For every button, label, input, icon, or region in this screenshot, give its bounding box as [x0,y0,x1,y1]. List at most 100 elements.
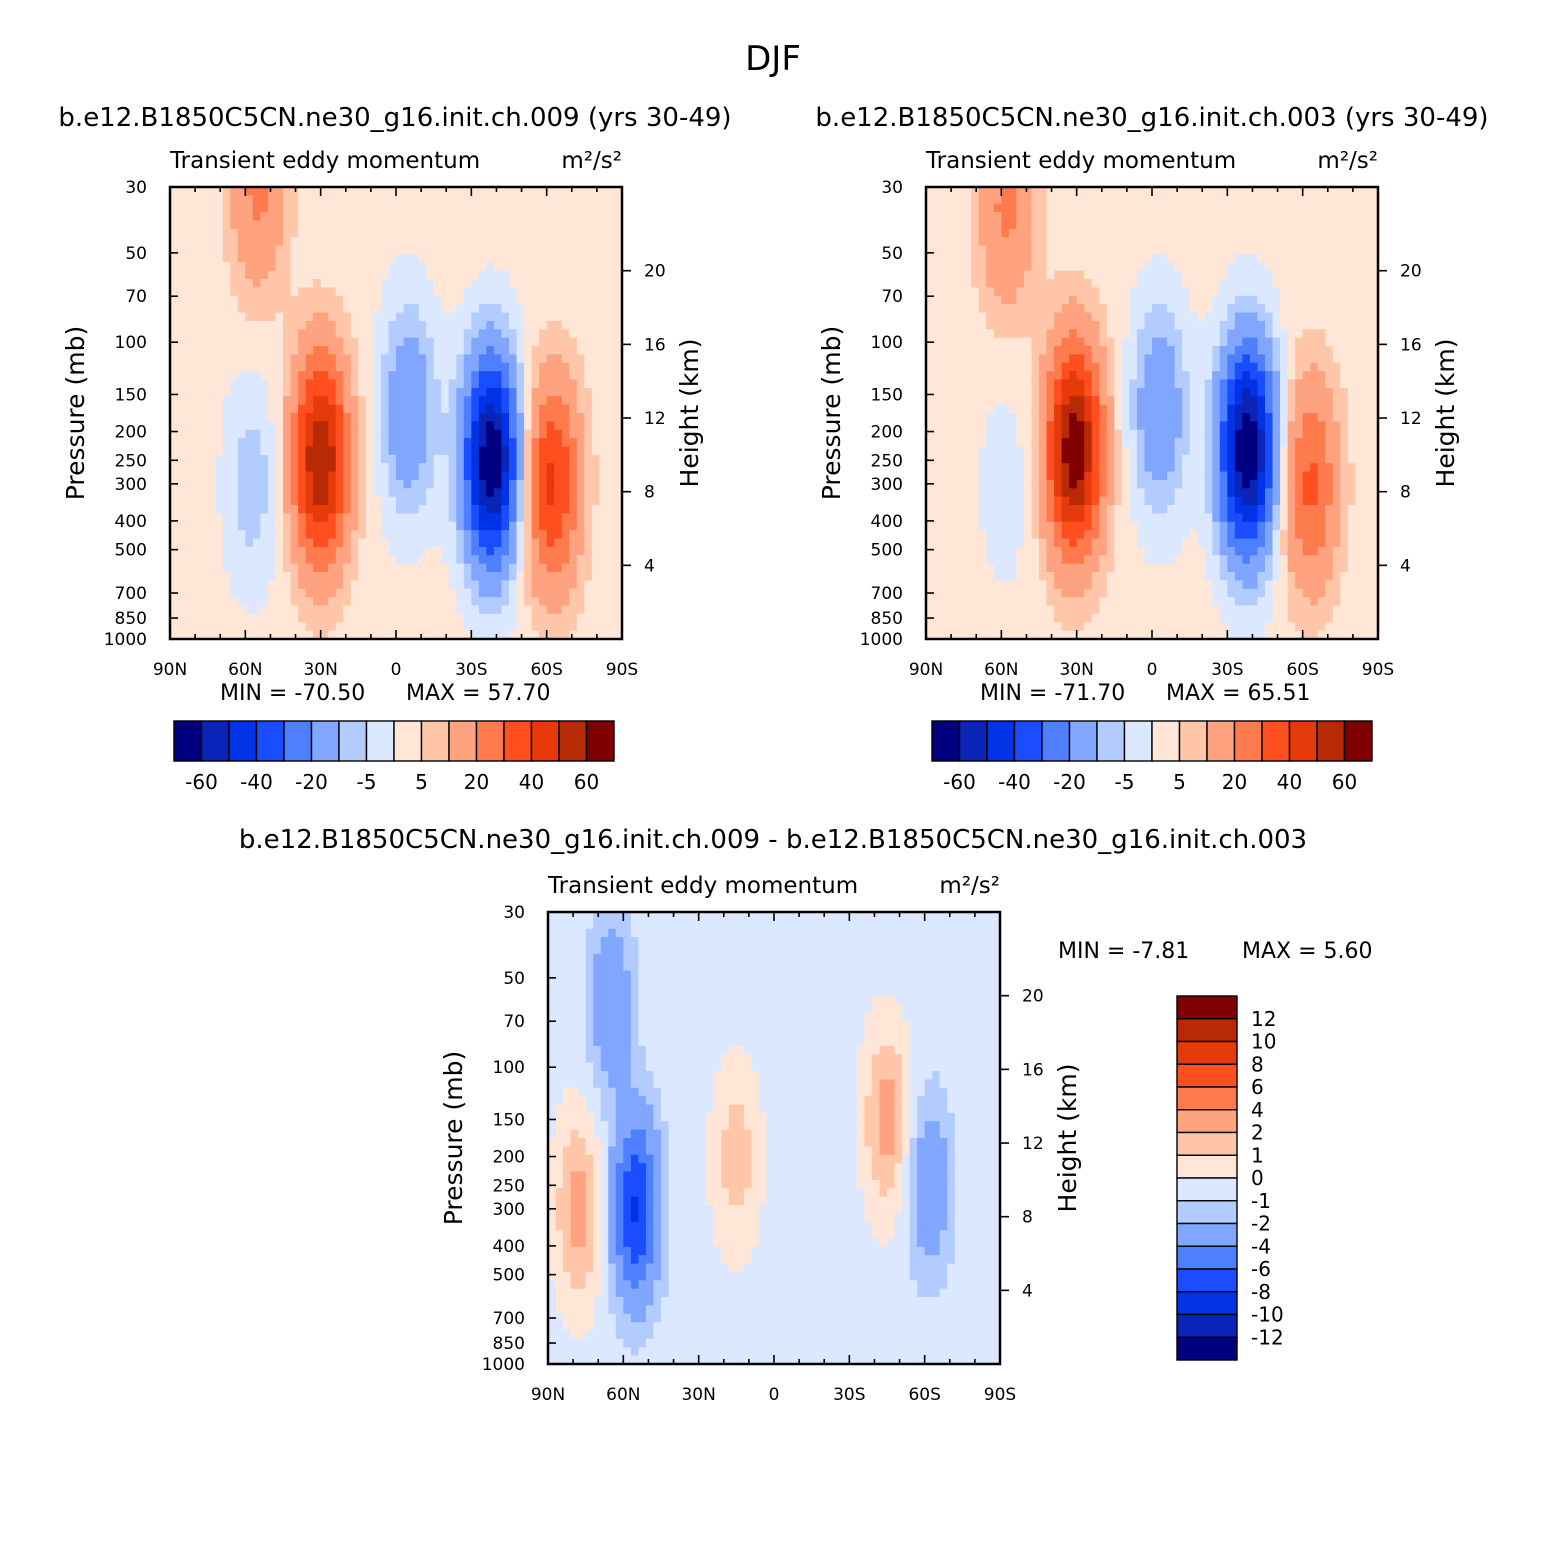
contour-cell [478,245,487,255]
contour-cell [1091,362,1100,372]
contour-cell [365,187,374,196]
contour-cell [448,203,457,213]
contour-cell [192,555,201,565]
contour-cell [426,630,435,640]
contour-cell [1317,295,1326,305]
contour-cell [569,597,578,607]
contour-cell [1347,362,1356,372]
contour-cell [1136,371,1146,381]
contour-cell [373,354,382,364]
contour-cell [1265,295,1274,305]
contour-cell [493,362,503,372]
contour-cell [463,320,472,330]
contour-cell [1099,337,1108,347]
contour-cell [1136,187,1146,196]
contour-cell [426,203,435,213]
contour-cell [1174,228,1183,238]
contour-cell [1287,279,1296,289]
contour-cell [1031,413,1040,422]
contour-cell [1280,245,1289,255]
contour-cell [546,488,555,498]
contour-cell [283,580,292,590]
contour-cell [411,438,420,448]
contour-cell [1204,312,1213,322]
contour-cell [531,463,540,473]
contour-cell [1106,387,1115,397]
contour-cell [335,320,344,330]
contour-cell [350,337,359,347]
contour-cell [1182,337,1191,347]
contour-cell [956,362,965,372]
contour-cell [252,580,261,590]
contour-cell [441,312,450,322]
contour-cell [1310,270,1319,280]
contour-cell [584,613,593,623]
contour-cell [358,496,367,506]
contour-cell [1310,304,1319,314]
contour-cell [569,463,578,473]
contour-cell [516,312,525,322]
contour-cell [418,496,427,506]
contour-cell [380,446,390,456]
contour-cell [1039,237,1048,247]
contour-cell [358,454,367,464]
contour-cell [365,429,374,439]
contour-cell [222,329,231,339]
contour-cell [441,304,450,314]
contour-cell [978,195,987,205]
contour-cell [1114,237,1123,247]
contour-cell [1167,404,1176,414]
contour-cell [1106,195,1115,205]
contour-cell [569,228,578,238]
contour-cell [260,613,269,623]
contour-cell [448,337,457,347]
contour-cell [426,212,435,222]
contour-cell [1227,362,1236,372]
contour-cell [1136,270,1146,280]
contour-cell [320,187,329,196]
contour-cell [358,287,367,297]
contour-cell [956,262,965,272]
contour-cell [561,563,570,573]
contour-cell [441,513,450,523]
contour-cell [365,203,374,213]
contour-cell [252,371,261,381]
contour-cell [245,253,254,263]
contour-cell [933,404,942,414]
contour-cell [185,337,194,347]
contour-cell [335,362,344,372]
contour-cell [358,488,367,498]
contour-cell [1031,320,1040,330]
contour-cell [569,613,578,623]
contour-cell [222,404,231,414]
contour-cell [200,413,209,422]
colorbar-box [530,720,560,762]
contour-cell [478,605,487,615]
contour-cell [305,371,314,381]
contour-cell [1114,346,1123,356]
contour-cell [941,413,950,422]
contour-cell [335,613,344,623]
contour-cell [1189,195,1198,205]
contour-cell [170,362,179,372]
contour-cell [177,597,186,607]
contour-cell [1061,187,1070,196]
contour-cell [1302,362,1311,372]
contour-cell [207,438,216,448]
contour-cell [956,220,965,230]
contour-cell [456,195,465,205]
contour-cell [1069,312,1078,322]
contour-cell [426,421,435,431]
contour-cell [290,387,299,397]
contour-cell [478,379,487,389]
contour-cell [463,337,472,347]
contour-cell [554,630,563,640]
contour-cell [971,212,980,222]
contour-cell [986,203,995,213]
contour-cell [599,362,608,372]
contour-cell [328,279,337,289]
contour-cell [170,320,179,330]
contour-cell [926,362,935,372]
contour-cell [978,354,987,364]
contour-cell [396,555,405,565]
